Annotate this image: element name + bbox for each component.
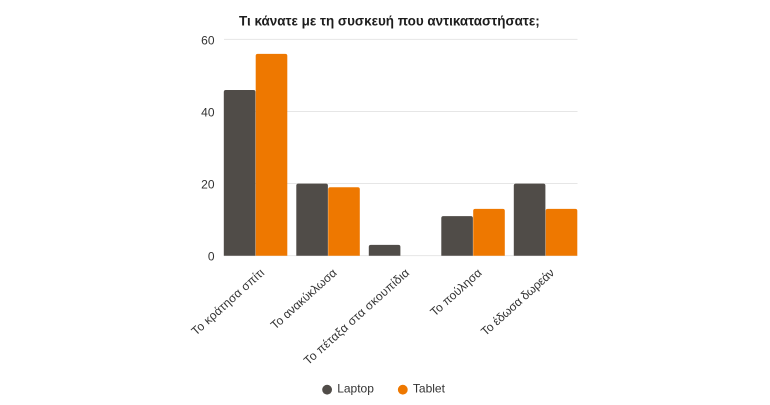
svg-text:20: 20 [201, 178, 215, 192]
svg-text:40: 40 [201, 106, 215, 120]
svg-text:0: 0 [208, 250, 215, 264]
svg-text:Τι κάνατε με τη συσκευή που αν: Τι κάνατε με τη συσκευή που αντικαταστήσ… [239, 14, 540, 29]
svg-text:Tablet: Tablet [413, 381, 446, 395]
svg-text:Laptop: Laptop [337, 381, 374, 395]
svg-text:60: 60 [201, 34, 215, 48]
